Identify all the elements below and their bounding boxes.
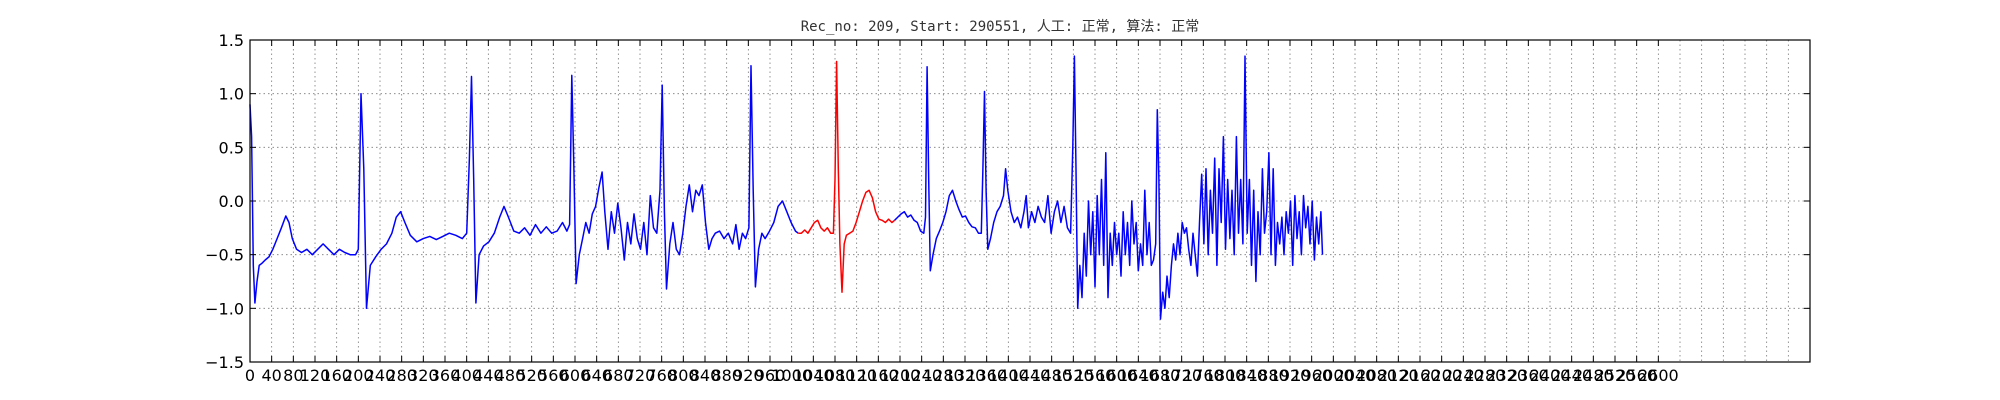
y-tick-label: −1.0 [205, 299, 244, 318]
x-tick-label: 120 [300, 366, 331, 385]
y-tick-label: −1.5 [205, 353, 244, 372]
x-tick-label: 2320 [1486, 366, 1527, 385]
x-tick-label: 2280 [1465, 366, 1506, 385]
x-tick-label: 1640 [1118, 366, 1159, 385]
y-tick-label: 1.0 [219, 85, 244, 104]
x-tick-label: 0 [245, 366, 255, 385]
x-tick-label: 2520 [1595, 366, 1636, 385]
x-tick-label: 2360 [1508, 366, 1549, 385]
x-tick-label: 1040 [793, 366, 834, 385]
y-axis-ticks: −1.5 −1.0 −0.5 0.0 0.5 1.0 1.5 [205, 31, 1810, 372]
x-tick-label: 2600 [1638, 366, 1679, 385]
x-tick-label: 1840 [1226, 366, 1267, 385]
x-tick-label: 80 [283, 366, 303, 385]
x-tick-label: 2160 [1400, 366, 1441, 385]
x-tick-label: 1240 [901, 366, 942, 385]
x-tick-label: 1600 [1096, 366, 1137, 385]
x-tick-label: 680 [603, 366, 634, 385]
x-axis-ticks: 0 40 8012016020024028032036040044048052056… [245, 40, 1679, 385]
x-tick-label: 40 [261, 366, 281, 385]
x-tick-label: 760 [646, 366, 677, 385]
x-tick-label: 2480 [1573, 366, 1614, 385]
x-tick-label: 800 [668, 366, 699, 385]
x-tick-label: 1880 [1248, 366, 1289, 385]
x-tick-label: 320 [408, 366, 439, 385]
plot-frame [249, 39, 1811, 363]
x-tick-label: 2560 [1616, 366, 1657, 385]
ecg-traces [249, 55, 1324, 320]
y-tick-label: 1.5 [219, 31, 244, 50]
x-tick-label: 1120 [836, 366, 877, 385]
x-tick-label: 1560 [1075, 366, 1116, 385]
x-tick-label: 960 [755, 366, 786, 385]
x-tick-label: 1920 [1270, 366, 1311, 385]
x-tick-label: 1160 [858, 366, 899, 385]
ecg-trace-segment-3 [894, 55, 1324, 320]
x-tick-label: 920 [733, 366, 764, 385]
x-tick-label: 840 [690, 366, 721, 385]
x-tick-label: 600 [560, 366, 591, 385]
x-tick-label: 2400 [1530, 366, 1571, 385]
x-tick-label: 440 [473, 366, 504, 385]
x-tick-label: 880 [711, 366, 742, 385]
x-tick-label: 2040 [1335, 366, 1376, 385]
ecg-trace-segment-1 [249, 65, 799, 310]
y-tick-label: 0.5 [219, 138, 244, 157]
x-tick-label: 2200 [1421, 366, 1462, 385]
x-tick-label: 1680 [1140, 366, 1181, 385]
x-tick-label: 1720 [1161, 366, 1202, 385]
x-tick-label: 2440 [1551, 366, 1592, 385]
x-tick-label: 1400 [988, 366, 1029, 385]
x-tick-label: 1520 [1053, 366, 1094, 385]
x-tick-label: 1080 [815, 366, 856, 385]
x-tick-label: 1360 [966, 366, 1007, 385]
y-tick-label: 0.0 [219, 192, 244, 211]
chart-title: Rec_no: 209, Start: 290551, 人工: 正常, 算法: … [801, 19, 1200, 35]
x-tick-label: 2080 [1356, 366, 1397, 385]
x-tick-label: 1280 [923, 366, 964, 385]
x-tick-label: 240 [365, 366, 396, 385]
x-tick-label: 1200 [880, 366, 921, 385]
x-tick-label: 1760 [1183, 366, 1224, 385]
x-tick-label: 1480 [1031, 366, 1072, 385]
x-tick-label: 200 [343, 366, 374, 385]
x-tick-label: 520 [516, 366, 547, 385]
x-tick-label: 2120 [1378, 366, 1419, 385]
x-tick-label: 360 [430, 366, 461, 385]
x-tick-label: 560 [538, 366, 569, 385]
x-tick-label: 160 [321, 366, 352, 385]
x-tick-label: 480 [495, 366, 526, 385]
x-tick-label: 720 [625, 366, 656, 385]
y-tick-label: −0.5 [205, 246, 244, 265]
x-tick-label: 1960 [1291, 366, 1332, 385]
x-tick-label: 400 [451, 366, 482, 385]
x-tick-label: 280 [386, 366, 417, 385]
x-tick-label: 1320 [945, 366, 986, 385]
x-tick-label: 1800 [1205, 366, 1246, 385]
grid [250, 40, 1810, 362]
x-tick-label: 1440 [1010, 366, 1051, 385]
x-tick-label: 2000 [1313, 366, 1354, 385]
ecg-trace-segment-2 [798, 60, 896, 293]
x-tick-label: 1000 [771, 366, 812, 385]
x-tick-label: 2240 [1443, 366, 1484, 385]
x-tick-label: 640 [581, 366, 612, 385]
